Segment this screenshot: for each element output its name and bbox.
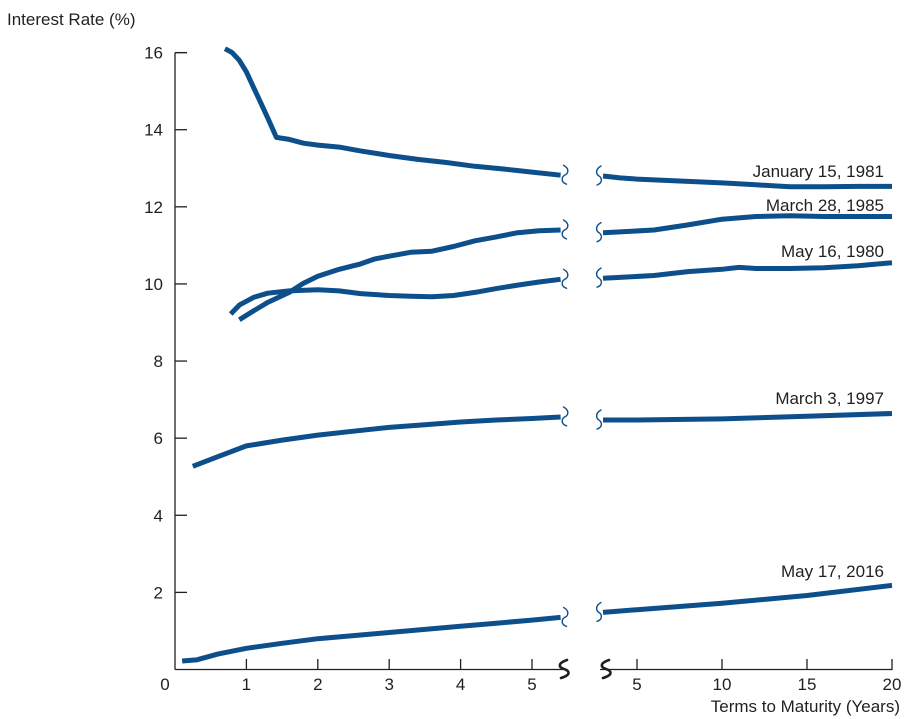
x-tick-label: 2 [313, 675, 322, 694]
y-ticks: 2 4 6 8 10 12 14 16 [144, 44, 187, 602]
series-break-mark [561, 219, 569, 240]
y-tick-label: 14 [144, 121, 163, 140]
x-tick-label: 15 [798, 675, 817, 694]
series-break-mark [595, 221, 603, 243]
series-line [228, 276, 561, 316]
origin-label: 0 [160, 675, 169, 694]
series-label: January 15, 1981 [753, 162, 884, 181]
y-tick-label: 6 [154, 429, 163, 448]
x-tick-label: 1 [242, 675, 251, 694]
y-tick-label: 12 [144, 198, 163, 217]
series-line [602, 582, 893, 615]
series-break-mark [561, 606, 569, 628]
y-axis-label: Interest Rate (%) [7, 10, 136, 29]
series-break-mark [561, 164, 569, 185]
x-axis-label: Terms to Maturity (Years) [711, 697, 900, 716]
series-break-mark [595, 409, 603, 430]
series-3 [228, 260, 893, 316]
series-line [181, 614, 561, 664]
series-label: March 28, 1985 [766, 196, 884, 215]
series-1 [223, 46, 892, 190]
series-5 [181, 582, 893, 664]
series-line [602, 260, 893, 281]
x-tick-label: 4 [456, 675, 465, 694]
series-line [223, 46, 561, 178]
y-tick-label: 16 [144, 44, 163, 63]
series-line [603, 411, 893, 423]
y-tick-label: 10 [144, 275, 163, 294]
series-break-mark [561, 406, 569, 427]
y-tick-label: 8 [154, 352, 163, 371]
series-line [237, 227, 561, 322]
series-break-mark [561, 268, 569, 290]
series-line [602, 173, 892, 190]
series-group [181, 46, 893, 664]
series-line [191, 414, 561, 469]
series-4 [191, 406, 893, 469]
x-ticks: 1 2 3 4 5 5 10 15 20 [242, 659, 902, 694]
x-axis-break-left [558, 658, 570, 680]
series-line [602, 213, 892, 236]
x-tick-label: 10 [713, 675, 732, 694]
series-label: March 3, 1997 [775, 389, 884, 408]
x-tick-label: 5 [632, 675, 641, 694]
x-tick-label: 5 [527, 675, 536, 694]
series-labels: January 15, 1981 March 28, 1985 May 16, 19… [753, 162, 884, 581]
series-break-mark [595, 165, 603, 186]
x-axis-right [600, 659, 893, 671]
x-tick-label: 3 [384, 675, 393, 694]
series-break-mark [595, 267, 603, 288]
x-tick-label: 20 [883, 675, 902, 694]
y-tick-label: 2 [154, 583, 163, 602]
series-break-mark [595, 601, 603, 623]
series-label: May 17, 2016 [781, 562, 884, 581]
series-label: May 16, 1980 [781, 242, 884, 261]
x-axis-break-right [600, 658, 612, 680]
series-2 [237, 213, 892, 322]
y-tick-label: 4 [154, 506, 163, 525]
